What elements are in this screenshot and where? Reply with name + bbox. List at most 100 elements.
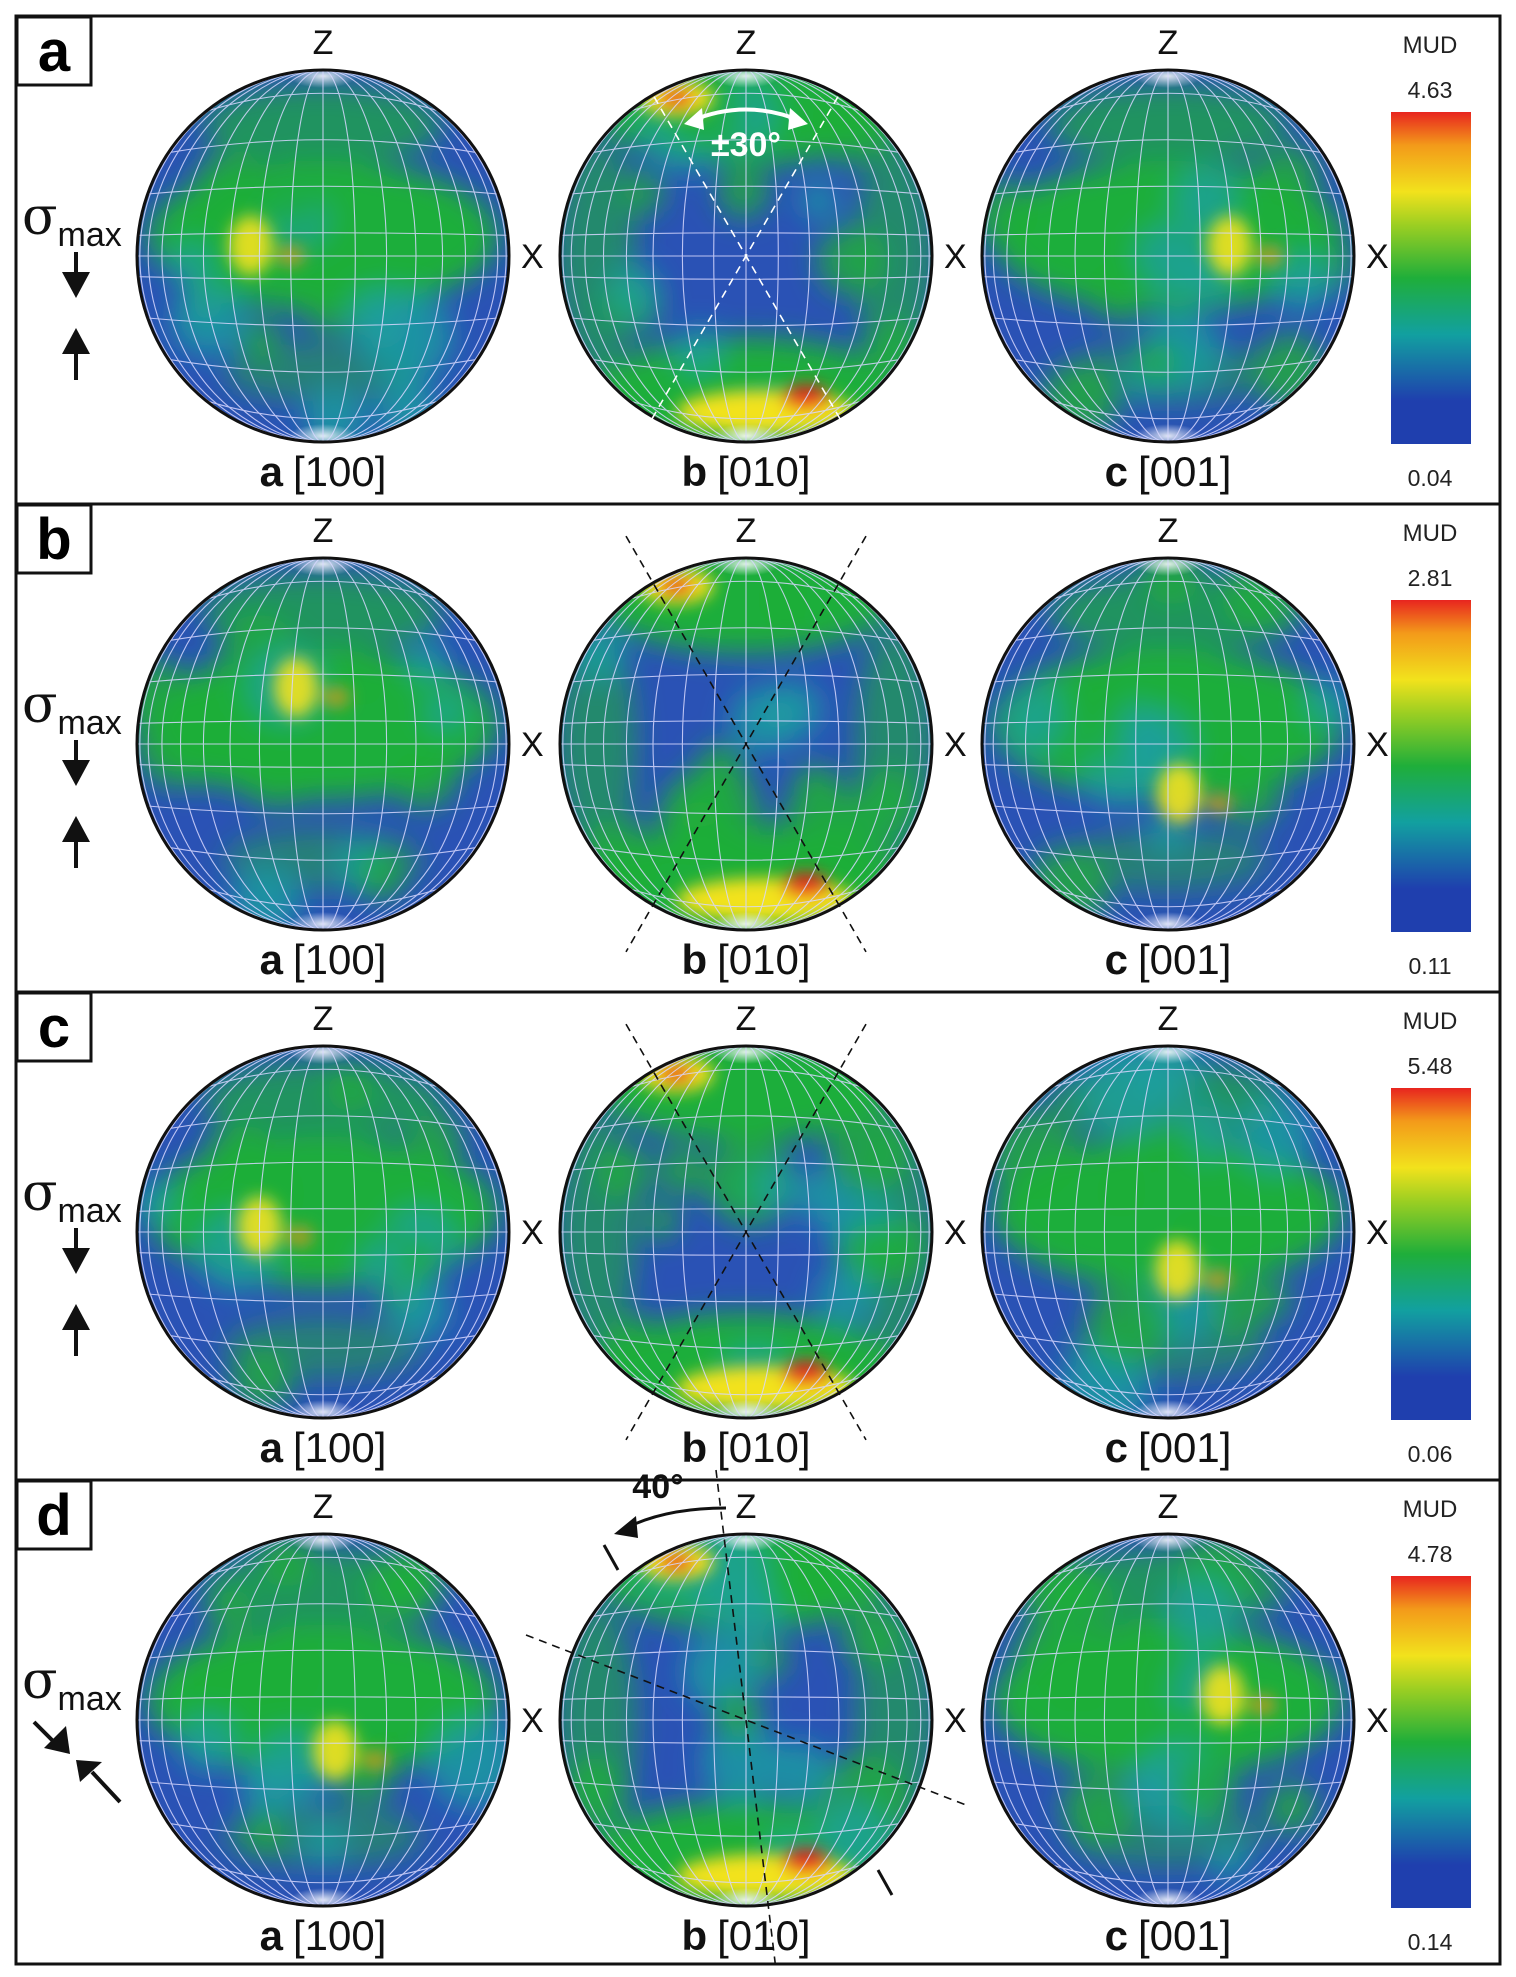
pole-figure-label: b [010]: [681, 448, 810, 495]
density-map: [982, 1046, 1354, 1418]
pole-figure-index: [100]: [293, 1912, 386, 1959]
pole-figure-axis: c: [1105, 936, 1128, 983]
pole-figure-axis: c: [1105, 1424, 1128, 1471]
stereonet-outline: [980, 1532, 1356, 1908]
stress-arrow-inclined: [32, 1720, 56, 1744]
density-patch: [390, 1279, 451, 1340]
density-map: [137, 70, 509, 442]
rotated-plane-line: [525, 1634, 967, 1806]
stereonet-outline: [135, 1532, 511, 1908]
pole-figure-index: [010]: [717, 1912, 810, 1959]
arc-arrow-icon: [788, 108, 808, 130]
pole-figure-label: b [010]: [681, 1912, 810, 1959]
density-map: [137, 1534, 509, 1906]
stereonet-grid: [137, 558, 509, 930]
density-patch: [407, 641, 449, 683]
density-patch: [658, 1145, 708, 1196]
rotation-tick: [876, 1869, 894, 1896]
stereonet-grid: [137, 70, 509, 442]
stereonet-outline: [558, 556, 934, 932]
angle-label: 40°: [632, 1468, 683, 1506]
density-map: [982, 1534, 1354, 1906]
stress-arrow-inclined: [90, 1770, 122, 1804]
arrow-head-icon: [44, 1726, 70, 1754]
hotspot: [1155, 1239, 1200, 1300]
density-patch: [347, 288, 409, 350]
density-patch: [596, 1144, 652, 1200]
axis-z-label: Z: [313, 24, 334, 62]
pole-figure-index: [001]: [1138, 936, 1231, 983]
arrow-head-icon: [62, 816, 90, 842]
conjugate-planes: [625, 535, 867, 953]
density-patch: [169, 242, 213, 286]
stereonet-grid: [137, 1046, 509, 1418]
density-patch: [303, 390, 367, 442]
colorbar-gradient: [1391, 600, 1471, 932]
stereonet-a: Z Xa [100]: [135, 24, 544, 495]
axis-z-label: Z: [736, 1488, 757, 1526]
density-patch: [1216, 1214, 1270, 1267]
hotspot: [1205, 793, 1234, 814]
rotation-arrow-icon: [614, 1516, 638, 1538]
colorbar-min: 0.14: [1408, 1929, 1453, 1955]
pole-figure-label: a [100]: [260, 448, 387, 495]
stereonet-outline: [980, 1044, 1356, 1420]
hotspot: [1200, 1665, 1245, 1726]
density-patch: [231, 1348, 293, 1411]
pole-figure-axis: b: [681, 1424, 707, 1471]
sigma-symbol: σ: [22, 1651, 58, 1711]
density-patch: [356, 850, 406, 900]
density-patch: [359, 1242, 404, 1288]
density-patch: [1135, 341, 1177, 382]
stereonet-grid: [982, 558, 1354, 930]
stereonet-grid: [982, 1046, 1354, 1418]
sigma-max-label: σmax: [22, 1163, 122, 1230]
stereonet-grid: [982, 70, 1354, 442]
hotspot: [782, 1849, 830, 1873]
axis-z-label: Z: [736, 512, 757, 550]
rotation-arc: [625, 1506, 727, 1530]
density-patch: [255, 1731, 330, 1806]
axis-x-label: X: [944, 1702, 967, 1740]
density-patch: [1173, 1753, 1238, 1819]
axis-x-label: X: [944, 1214, 967, 1252]
density-patch: [1305, 681, 1351, 727]
figure-frame: [14, 14, 1502, 1966]
mud-colorbar: MUD 2.81 0.11: [1391, 520, 1471, 979]
density-patch: [712, 1690, 762, 1739]
stereonet-grid: [560, 1046, 932, 1418]
pole-figure-index: [001]: [1138, 1424, 1231, 1471]
pole-figure-index: [010]: [717, 1424, 810, 1471]
density-patch: [243, 1811, 284, 1852]
density-patch: [817, 226, 887, 296]
conjugate-plane-line: [625, 1023, 867, 1441]
density-patch: [702, 1722, 783, 1803]
pole-figure-label: c [001]: [1105, 1424, 1232, 1471]
density-patch: [1088, 257, 1152, 321]
density-patch: [1220, 765, 1282, 826]
sigma-subscript: max: [58, 704, 122, 742]
stereonet-outline: [558, 1044, 934, 1420]
pole-figure-label: c [001]: [1105, 448, 1232, 495]
arrow-head-icon: [62, 328, 90, 354]
pole-figure-label: b [010]: [681, 936, 810, 983]
density-map: [560, 70, 932, 442]
stereonet-b: Z Xb [010]: [558, 512, 967, 983]
density-patch: [1168, 1577, 1237, 1645]
axis-x-label: X: [1366, 238, 1389, 276]
sigma-max-label: σmax: [22, 1651, 122, 1718]
sigma-subscript: max: [58, 1192, 122, 1230]
colorbar-title: MUD: [1403, 520, 1458, 547]
arc-arrow-icon: [684, 108, 704, 130]
conjugate-plane-line: [625, 535, 867, 953]
density-patch: [730, 686, 797, 753]
panel-letter-box: [15, 1479, 93, 1551]
colorbar-min: 0.04: [1408, 465, 1453, 491]
density-patch: [1127, 1765, 1172, 1810]
colorbar-gradient: [1391, 1088, 1471, 1420]
colorbar-max: 2.81: [1408, 565, 1453, 591]
pole-figure-axis: b: [681, 448, 707, 495]
density-patch: [326, 1063, 375, 1112]
hotspot: [313, 1720, 358, 1781]
